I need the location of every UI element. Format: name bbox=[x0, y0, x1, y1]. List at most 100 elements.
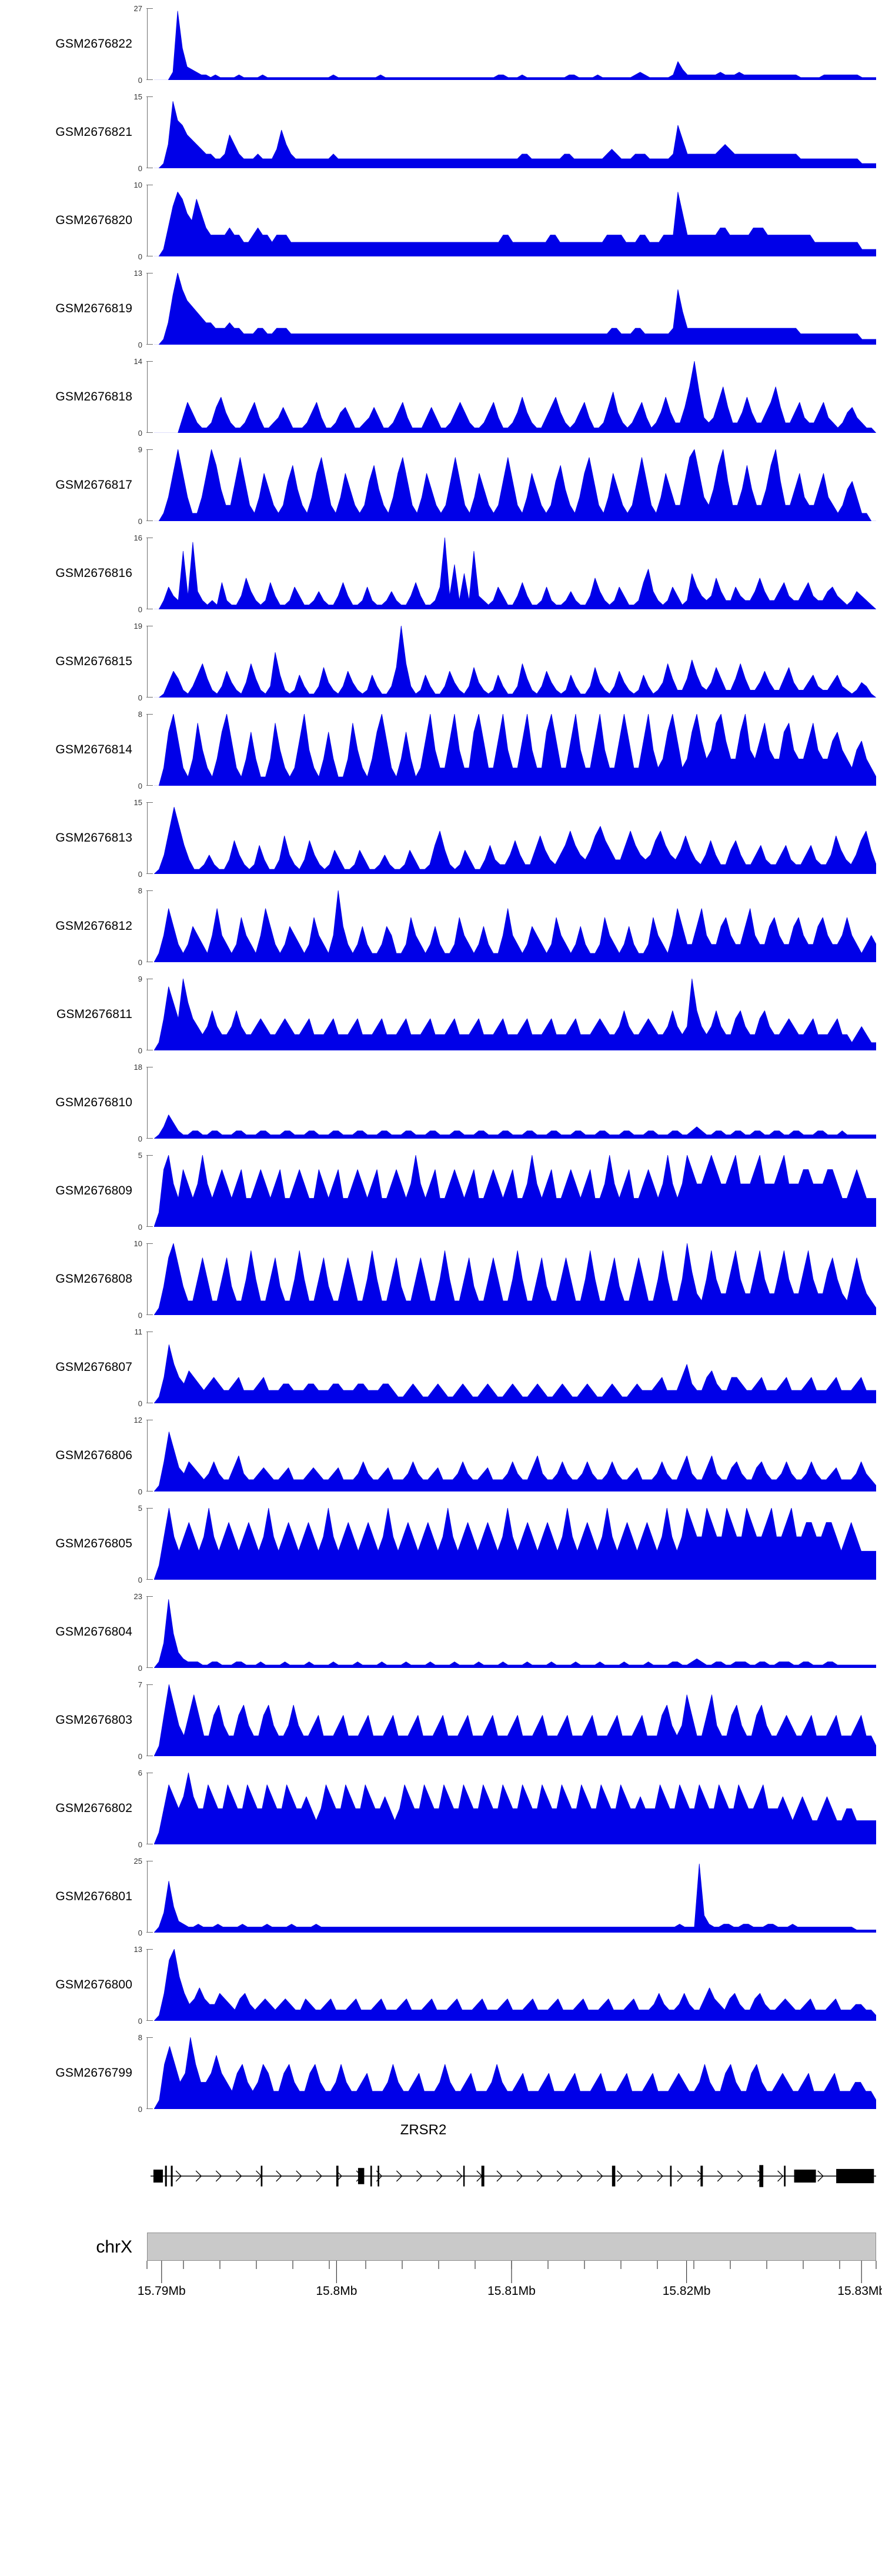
coverage-plot-area[interactable] bbox=[154, 1332, 876, 1403]
track-label: GSM2676809 bbox=[55, 1184, 132, 1197]
gene-name-text: ZRSR2 bbox=[400, 2122, 447, 2138]
coverage-track: GSM2676821 15 0 bbox=[0, 88, 882, 176]
track-label: GSM2676805 bbox=[55, 1537, 132, 1550]
coverage-plot-area[interactable] bbox=[154, 361, 876, 433]
y-axis-max-label: 15 bbox=[133, 798, 142, 807]
coverage-plot-area[interactable] bbox=[154, 1596, 876, 1668]
y-axis-min-label: 0 bbox=[138, 1928, 142, 1937]
y-axis-max-label: 11 bbox=[134, 1327, 143, 1336]
y-axis-min-label: 0 bbox=[138, 2017, 142, 2026]
gene-model-panel: ZRSR2 bbox=[0, 2117, 882, 2223]
y-axis-min-label: 0 bbox=[138, 1046, 142, 1055]
y-axis-min-label: 0 bbox=[138, 1487, 142, 1496]
coverage-track: GSM2676814 8 0 bbox=[0, 706, 882, 794]
coverage-plot-area[interactable] bbox=[154, 714, 876, 786]
y-axis-line bbox=[146, 802, 155, 874]
coverage-plot-area[interactable] bbox=[154, 449, 876, 521]
coverage-track: GSM2676809 5 0 bbox=[0, 1147, 882, 1235]
chromosome-ideogram-bar[interactable] bbox=[147, 2233, 876, 2261]
track-label: GSM2676812 bbox=[55, 919, 132, 933]
axis-tick-label: 15.83Mb bbox=[837, 2284, 882, 2298]
coverage-track: GSM2676800 13 0 bbox=[0, 1941, 882, 2029]
coverage-plot-area[interactable] bbox=[154, 626, 876, 698]
coverage-track: GSM2676815 19 0 bbox=[0, 618, 882, 706]
y-axis-min-label: 0 bbox=[138, 1311, 142, 1320]
coverage-track: GSM2676812 8 0 bbox=[0, 882, 882, 970]
coverage-plot-area[interactable] bbox=[154, 1067, 876, 1139]
track-label: GSM2676814 bbox=[55, 743, 132, 756]
track-label: GSM2676801 bbox=[55, 1890, 132, 1903]
coverage-plot-area[interactable] bbox=[154, 538, 876, 609]
coverage-plot-area[interactable] bbox=[154, 1861, 876, 1933]
axis-tick-label: 15.79Mb bbox=[137, 2284, 186, 2298]
coverage-plot-area[interactable] bbox=[154, 1773, 876, 1844]
coverage-plot-area[interactable] bbox=[154, 979, 876, 1050]
y-axis-max-label: 7 bbox=[138, 1680, 142, 1689]
coverage-plot-area[interactable] bbox=[154, 1508, 876, 1580]
y-axis-line bbox=[146, 1243, 155, 1315]
axis-tick-label: 15.81Mb bbox=[487, 2284, 536, 2298]
track-label: GSM2676799 bbox=[55, 2066, 132, 2080]
coverage-track: GSM2676818 14 0 bbox=[0, 353, 882, 441]
y-axis-max-label: 23 bbox=[133, 1592, 142, 1601]
y-axis-line bbox=[146, 1861, 155, 1933]
coverage-track: GSM2676816 16 0 bbox=[0, 529, 882, 618]
y-axis-line bbox=[146, 96, 155, 168]
coverage-plot-area[interactable] bbox=[154, 273, 876, 345]
chromosome-label: chrX bbox=[96, 2237, 132, 2257]
coverage-plot-area[interactable] bbox=[154, 890, 876, 962]
coverage-track: GSM2676802 6 0 bbox=[0, 1764, 882, 1853]
y-axis-min-label: 0 bbox=[138, 252, 142, 261]
coverage-plot-area[interactable] bbox=[154, 96, 876, 168]
coverage-track: GSM2676810 18 0 bbox=[0, 1059, 882, 1147]
coverage-track: GSM2676820 10 0 bbox=[0, 176, 882, 265]
coverage-track: GSM2676804 23 0 bbox=[0, 1588, 882, 1676]
track-label: GSM2676815 bbox=[55, 655, 132, 668]
coverage-plot-area[interactable] bbox=[154, 8, 876, 80]
coverage-plot-area[interactable] bbox=[154, 1949, 876, 2021]
y-axis-min-label: 0 bbox=[138, 1752, 142, 1761]
axis-tick-label: 15.8Mb bbox=[316, 2284, 358, 2298]
y-axis-max-label: 13 bbox=[133, 1945, 142, 1954]
coverage-plot-area[interactable] bbox=[154, 1243, 876, 1315]
axis-tick-marks bbox=[146, 2261, 877, 2283]
coverage-plot-area[interactable] bbox=[154, 1155, 876, 1227]
track-label: GSM2676820 bbox=[55, 213, 132, 227]
coverage-track: GSM2676807 11 0 bbox=[0, 1323, 882, 1412]
y-axis-min-label: 0 bbox=[138, 517, 142, 526]
coverage-plot-area[interactable] bbox=[154, 2037, 876, 2109]
coverage-track: GSM2676808 10 0 bbox=[0, 1235, 882, 1323]
gene-name-label: ZRSR2 bbox=[0, 2122, 882, 2138]
coverage-track-list: GSM2676822 27 0 GSM2676821 15 0 GSM2676820 10 0 G… bbox=[0, 4, 882, 2113]
y-axis-max-label: 25 bbox=[133, 1857, 142, 1866]
y-axis-line bbox=[146, 8, 155, 80]
y-axis-max-label: 6 bbox=[138, 1769, 142, 1777]
coverage-track: GSM2676806 12 0 bbox=[0, 1412, 882, 1500]
y-axis-max-label: 9 bbox=[138, 975, 142, 983]
y-axis-max-label: 15 bbox=[133, 92, 142, 101]
y-axis-min-label: 0 bbox=[138, 1399, 142, 1408]
y-axis-line bbox=[146, 361, 155, 433]
coverage-plot-area[interactable] bbox=[154, 1684, 876, 1756]
track-label: GSM2676800 bbox=[55, 1978, 132, 1991]
y-axis-min-label: 0 bbox=[138, 870, 142, 879]
y-axis-line bbox=[146, 979, 155, 1050]
coverage-track: GSM2676819 13 0 bbox=[0, 265, 882, 353]
gene-model-diagram[interactable] bbox=[0, 2141, 882, 2211]
track-label: GSM2676804 bbox=[55, 1625, 132, 1639]
track-label: GSM2676819 bbox=[55, 302, 132, 315]
coverage-track: GSM2676801 25 0 bbox=[0, 1853, 882, 1941]
y-axis-line bbox=[146, 1067, 155, 1139]
coverage-plot-area[interactable] bbox=[154, 802, 876, 874]
y-axis-min-label: 0 bbox=[138, 958, 142, 967]
y-axis-max-label: 27 bbox=[133, 4, 142, 13]
y-axis-max-label: 5 bbox=[138, 1151, 142, 1160]
coverage-track: GSM2676805 5 0 bbox=[0, 1500, 882, 1588]
track-label: GSM2676807 bbox=[55, 1360, 132, 1374]
y-axis-min-label: 0 bbox=[138, 341, 142, 349]
track-label: GSM2676817 bbox=[55, 478, 132, 492]
coverage-plot-area[interactable] bbox=[154, 185, 876, 256]
y-axis-line bbox=[146, 185, 155, 256]
y-axis-min-label: 0 bbox=[138, 76, 142, 85]
coverage-plot-area[interactable] bbox=[154, 1420, 876, 1491]
